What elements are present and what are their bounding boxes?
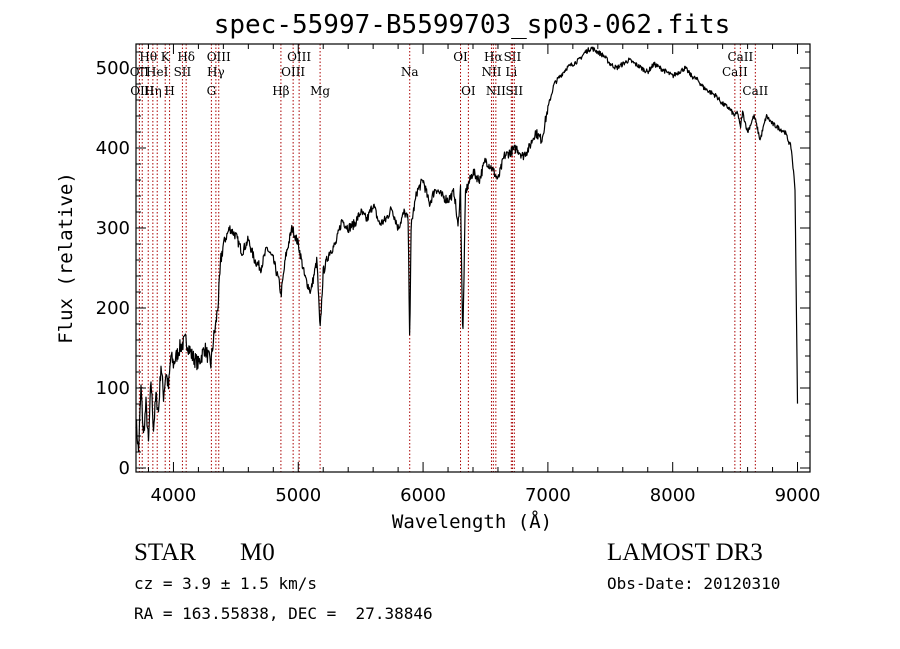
line-label-3: Hη — [144, 84, 162, 98]
y-tick-label-500: 500 — [96, 58, 130, 79]
spectral-line-markers: OIIOIIIHθHηHeIKHSIIHδGHγOIIIHβOIIIOIIIMg… — [130, 44, 768, 472]
coordinates: RA = 163.55838, DEC = 27.38846 — [134, 604, 433, 623]
line-label-26: CaII — [727, 50, 753, 64]
x-tick-label-9000: 9000 — [775, 485, 821, 506]
line-label-2: Hθ — [139, 50, 157, 64]
line-label-12: Hβ — [272, 84, 289, 98]
spectral-subclass: M0 — [240, 539, 275, 566]
line-label-20: Hα — [484, 50, 503, 64]
x-tick-label-8000: 8000 — [650, 485, 696, 506]
line-label-8: Hδ — [177, 50, 195, 64]
y-tick-label-300: 300 — [96, 218, 130, 239]
line-label-24: SII — [505, 84, 523, 98]
y-tick-label-400: 400 — [96, 138, 130, 159]
redshift-value: cz = 3.9 ± 1.5 km/s — [134, 574, 318, 593]
x-axis-label: Wavelength (Å) — [392, 510, 552, 533]
y-axis-label: Flux (relative) — [55, 172, 77, 344]
line-label-11: OIII — [207, 50, 231, 64]
line-label-15: Mg — [310, 84, 330, 98]
x-tick-label-7000: 7000 — [525, 485, 571, 506]
line-label-10: Hγ — [207, 65, 225, 79]
x-tick-label-4000: 4000 — [151, 485, 197, 506]
line-label-7: SII — [174, 65, 192, 79]
line-label-16: Na — [401, 65, 419, 79]
line-label-5: K — [161, 50, 171, 64]
y-tick-label-0: 0 — [119, 458, 130, 479]
plot-frame — [135, 43, 811, 473]
line-label-19: NII — [481, 65, 501, 79]
object-type: STAR — [134, 539, 196, 566]
line-label-18: OI — [461, 84, 476, 98]
chart-title: spec-55997-B5599703_sp03-062.fits — [214, 10, 731, 40]
line-label-14: OIII — [287, 50, 311, 64]
line-label-6: H — [164, 84, 174, 98]
line-label-17: OI — [453, 50, 468, 64]
x-tick-label-6000: 6000 — [400, 485, 446, 506]
line-label-13: OIII — [281, 65, 305, 79]
survey-name: LAMOST DR3 — [607, 539, 763, 566]
y-tick-label-100: 100 — [96, 378, 130, 399]
spectrum-line — [135, 46, 799, 453]
line-label-25: CaII — [722, 65, 748, 79]
line-label-22: Li — [505, 65, 517, 79]
observation-date: Obs-Date: 20120310 — [607, 574, 781, 593]
x-tick-label-5000: 5000 — [275, 485, 321, 506]
y-axis-ticks: 0 100 200 300 400 500 — [96, 51, 810, 479]
line-label-21: NII — [486, 84, 506, 98]
line-label-9: G — [207, 84, 217, 98]
line-label-4: HeI — [146, 65, 169, 79]
line-label-23: SII — [504, 50, 522, 64]
y-tick-label-200: 200 — [96, 298, 130, 319]
x-axis-ticks: 4000 5000 6000 7000 8000 9000 — [147, 44, 821, 506]
line-label-27: CaII — [742, 84, 768, 98]
